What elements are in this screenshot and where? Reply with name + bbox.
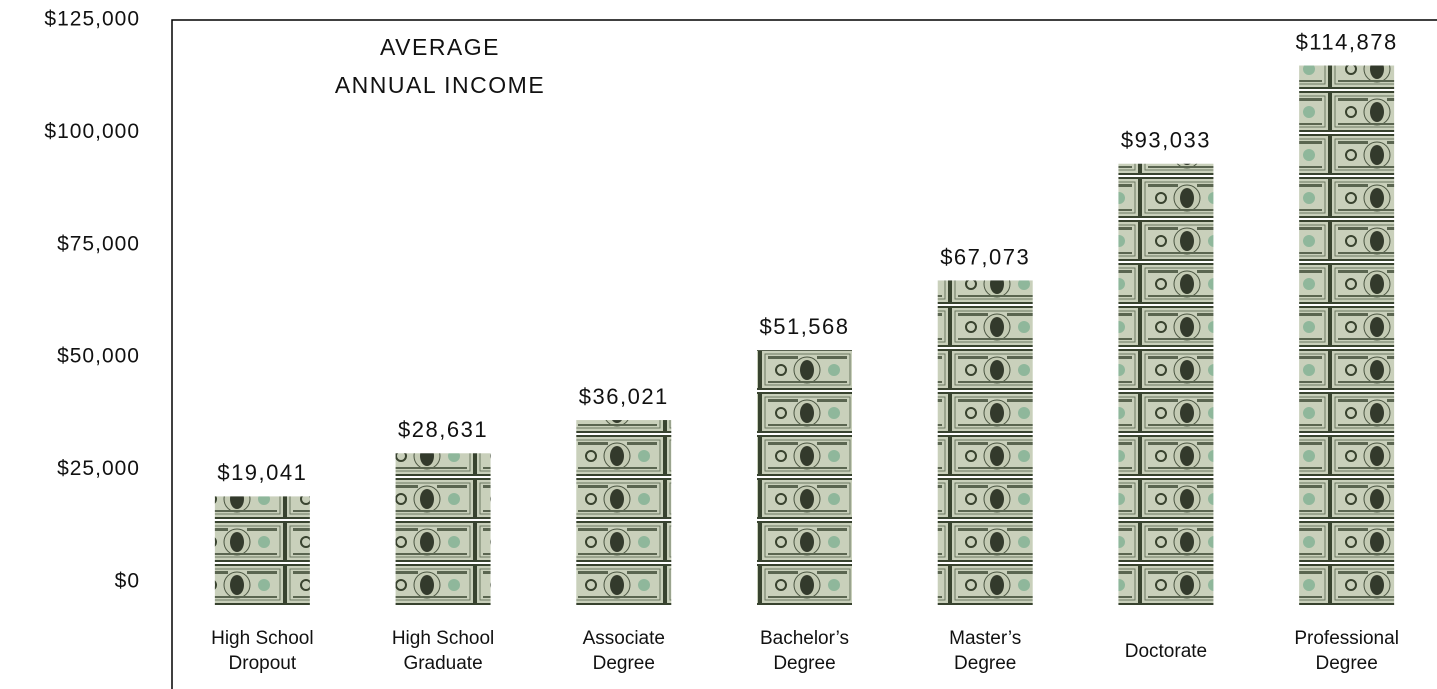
x-tick-label: High School Graduate	[391, 628, 495, 674]
plot-frame	[171, 19, 1437, 689]
chart-title: AVERAGE ANNUAL INCOME	[334, 34, 546, 98]
x-tick-label: Bachelor’s Degree	[759, 628, 850, 674]
bar	[576, 420, 672, 606]
y-tick-label: $100,000	[44, 120, 140, 143]
bar	[214, 496, 310, 606]
x-tick-label: Master’s Degree	[949, 628, 1022, 674]
x-tick-label: Professional Degree	[1294, 628, 1399, 674]
value-label: $67,073	[940, 244, 1030, 269]
y-tick-label: $50,000	[57, 345, 140, 368]
bar	[1299, 65, 1395, 606]
x-tick-label: Associate Degree	[582, 628, 665, 674]
value-label: $19,041	[217, 460, 307, 485]
y-tick-label: $0	[115, 570, 140, 593]
bar	[1118, 163, 1214, 606]
bar	[757, 350, 852, 606]
value-label: $93,033	[1121, 128, 1211, 153]
y-tick-label: $25,000	[57, 457, 140, 480]
value-label: $28,631	[398, 417, 488, 442]
y-tick-label: $125,000	[44, 8, 140, 31]
bar	[395, 453, 491, 606]
value-label: $36,021	[579, 384, 669, 409]
y-tick-label: $75,000	[57, 232, 140, 255]
value-label: $51,568	[759, 314, 849, 339]
bar	[937, 280, 1033, 606]
x-tick-label: High School Dropout	[211, 628, 314, 674]
x-tick-label: Doctorate	[1124, 640, 1208, 662]
value-label: $114,878	[1296, 29, 1398, 54]
